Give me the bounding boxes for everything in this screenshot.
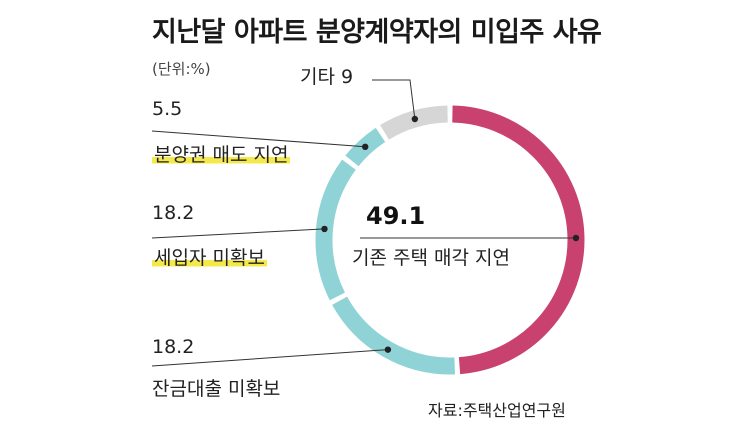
unit-label: (단위:%) [152, 60, 211, 78]
leader-presale-delay [151, 130, 366, 148]
label-etc: 기타 9 [300, 62, 353, 89]
value-existing-home: 49.1 [366, 202, 426, 230]
label-tenant: 세입자 미확보 [152, 243, 267, 270]
label-existing-home: 기존 주택 매각 지연 [352, 247, 510, 269]
slice-existing-home [452, 105, 585, 375]
dot-tenant [321, 225, 328, 233]
label-etc-name: 기타 [300, 66, 335, 88]
source-note: 자료:주택산업연구원 [428, 401, 566, 420]
label-etc-value: 9 [341, 66, 354, 88]
label-tenant-text: 세입자 미확보 [152, 247, 267, 269]
leader-loan [151, 349, 388, 367]
value-tenant: 18.2 [152, 202, 195, 224]
value-presale-delay: 5.5 [152, 98, 183, 120]
slice-tenant [315, 159, 356, 301]
label-presale-delay: 분양권 매도 지연 [152, 140, 291, 167]
label-loan: 잔금대출 미확보 [152, 378, 281, 400]
chart-title: 지난달 아파트 분양계약자의 미입주 사유 [152, 17, 602, 48]
dot-loan [384, 346, 392, 353]
label-presale-delay-text: 분양권 매도 지연 [152, 144, 291, 166]
dot-existing-home [572, 234, 580, 242]
value-loan: 18.2 [152, 336, 195, 358]
slice-loan [332, 296, 456, 375]
leader-tenant [151, 228, 325, 239]
dot-etc [411, 115, 419, 123]
leader-etc [372, 79, 416, 120]
dot-presale-delay [362, 143, 369, 151]
